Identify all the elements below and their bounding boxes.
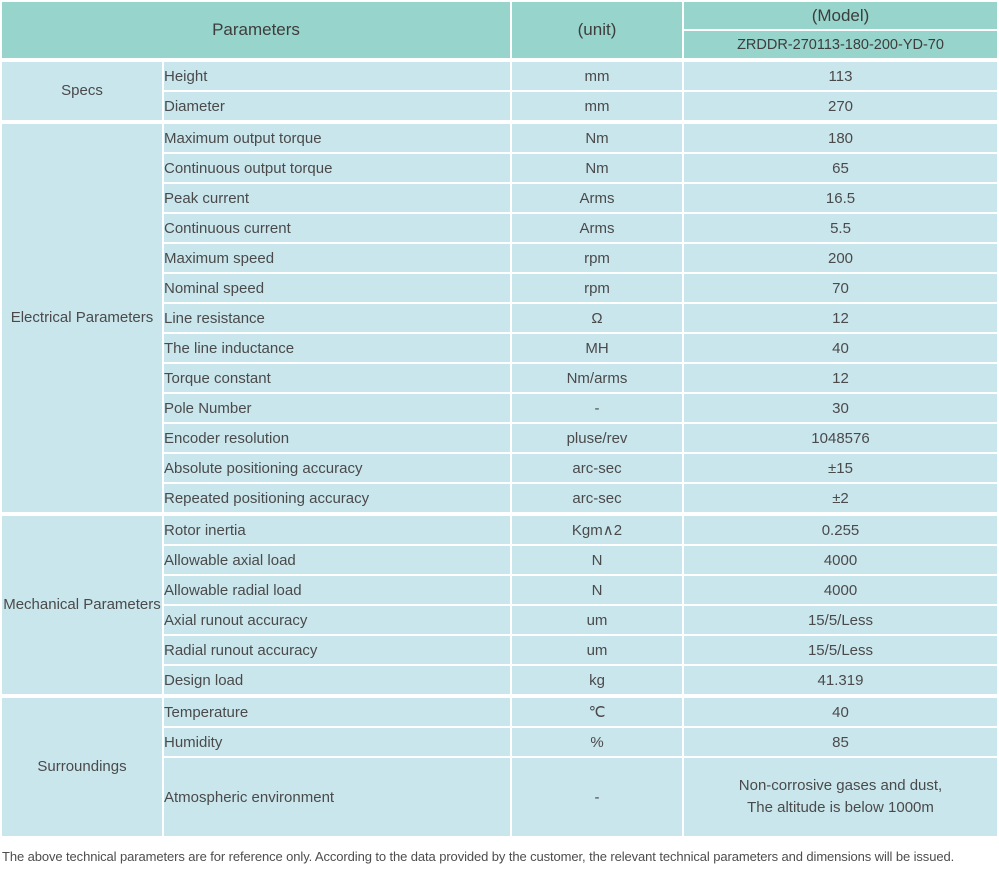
param-name-cell: Line resistance <box>164 304 510 332</box>
param-name-cell: Design load <box>164 666 510 694</box>
param-unit-cell: Nm <box>512 122 682 152</box>
section-label: Mechanical Parameters <box>2 514 162 694</box>
header-model-value: ZRDDR-270113-180-200-YD-70 <box>684 31 997 58</box>
param-unit-cell: rpm <box>512 274 682 302</box>
param-value-cell: 40 <box>684 696 997 726</box>
param-value-cell: 65 <box>684 154 997 182</box>
param-value-cell: Non-corrosive gases and dust, The altitud… <box>684 758 997 836</box>
param-value-cell: 200 <box>684 244 997 272</box>
param-name-cell: Atmospheric environment <box>164 758 510 836</box>
param-value-cell: 0.255 <box>684 514 997 544</box>
param-unit-cell: % <box>512 728 682 756</box>
param-unit-cell: mm <box>512 92 682 120</box>
header-model: (Model) <box>684 2 997 29</box>
param-value-cell: 30 <box>684 394 997 422</box>
param-unit-cell: Nm <box>512 154 682 182</box>
param-value-cell: 15/5/Less <box>684 606 997 634</box>
param-value-cell: 12 <box>684 364 997 392</box>
param-unit-cell: um <box>512 606 682 634</box>
param-unit-cell: mm <box>512 60 682 90</box>
param-name-cell: Repeated positioning accuracy <box>164 484 510 512</box>
param-unit-cell: Ω <box>512 304 682 332</box>
param-name-cell: Nominal speed <box>164 274 510 302</box>
param-value-cell: 70 <box>684 274 997 302</box>
spec-table-body: Specs Height mm 113 Diameter mm 270 Electrical … <box>2 60 997 836</box>
param-value-cell: 41.319 <box>684 666 997 694</box>
param-unit-cell: - <box>512 758 682 836</box>
param-name-cell: Diameter <box>164 92 510 120</box>
section-label: Surroundings <box>2 696 162 836</box>
param-unit-cell: MH <box>512 334 682 362</box>
param-name-cell: Maximum speed <box>164 244 510 272</box>
param-unit-cell: kg <box>512 666 682 694</box>
param-unit-cell: Nm/arms <box>512 364 682 392</box>
spec-table-header: Parameters (unit) (Model) ZRDDR-270113-1… <box>2 2 997 58</box>
param-value-cell: 4000 <box>684 576 997 604</box>
param-unit-cell: Kgm∧2 <box>512 514 682 544</box>
param-value-cell: 113 <box>684 60 997 90</box>
param-unit-cell: um <box>512 636 682 664</box>
param-unit-cell: N <box>512 576 682 604</box>
section-label: Specs <box>2 60 162 120</box>
param-name-cell: Continuous current <box>164 214 510 242</box>
footnote: The above technical parameters are for r… <box>2 849 955 864</box>
param-name-cell: Allowable axial load <box>164 546 510 574</box>
param-value-cell: ±15 <box>684 454 997 482</box>
param-unit-cell: rpm <box>512 244 682 272</box>
param-value-cell: 40 <box>684 334 997 362</box>
param-value-cell: 1048576 <box>684 424 997 452</box>
param-unit-cell: ℃ <box>512 696 682 726</box>
param-name-cell: Axial runout accuracy <box>164 606 510 634</box>
spec-table: Parameters (unit) (Model) ZRDDR-270113-1… <box>2 2 997 836</box>
param-name-cell: Temperature <box>164 696 510 726</box>
param-name-cell: Radial runout accuracy <box>164 636 510 664</box>
param-unit-cell: arc-sec <box>512 454 682 482</box>
param-value-cell: 180 <box>684 122 997 152</box>
param-name-cell: Pole Number <box>164 394 510 422</box>
section-label: Electrical Parameters <box>2 122 162 512</box>
header-parameters: Parameters <box>2 2 510 58</box>
param-name-cell: Humidity <box>164 728 510 756</box>
param-name-cell: Torque constant <box>164 364 510 392</box>
param-value-cell: 5.5 <box>684 214 997 242</box>
param-value-cell: 12 <box>684 304 997 332</box>
param-unit-cell: - <box>512 394 682 422</box>
param-unit-cell: N <box>512 546 682 574</box>
param-name-cell: Absolute positioning accuracy <box>164 454 510 482</box>
param-value-cell: 16.5 <box>684 184 997 212</box>
param-value-cell: 270 <box>684 92 997 120</box>
param-name-cell: Continuous output torque <box>164 154 510 182</box>
param-unit-cell: Arms <box>512 184 682 212</box>
param-name-cell: Maximum output torque <box>164 122 510 152</box>
header-unit: (unit) <box>512 2 682 58</box>
param-value-cell: ±2 <box>684 484 997 512</box>
param-name-cell: Encoder resolution <box>164 424 510 452</box>
param-value-line: Non-corrosive gases and dust, <box>738 777 943 795</box>
param-unit-cell: pluse/rev <box>512 424 682 452</box>
param-name-cell: The line inductance <box>164 334 510 362</box>
param-name-cell: Allowable radial load <box>164 576 510 604</box>
param-value-cell: 15/5/Less <box>684 636 997 664</box>
param-name-cell: Peak current <box>164 184 510 212</box>
param-value-cell: 4000 <box>684 546 997 574</box>
param-name-cell: Rotor inertia <box>164 514 510 544</box>
param-unit-cell: arc-sec <box>512 484 682 512</box>
param-value-line: The altitude is below 1000m <box>747 799 934 816</box>
param-value-cell: 85 <box>684 728 997 756</box>
param-name-cell: Height <box>164 60 510 90</box>
param-unit-cell: Arms <box>512 214 682 242</box>
